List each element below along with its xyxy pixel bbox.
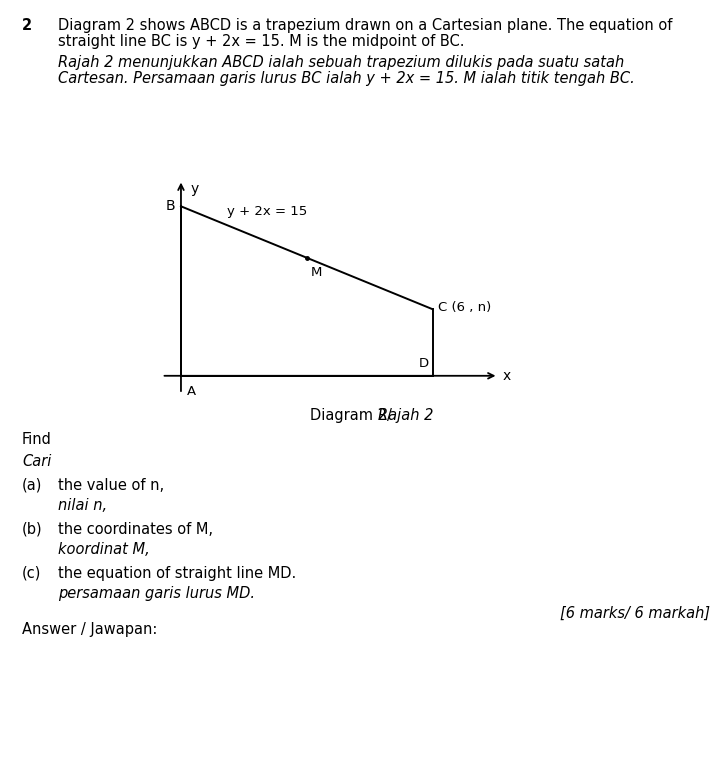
Text: persamaan garis lurus MD.: persamaan garis lurus MD. [58, 586, 255, 601]
Text: (a): (a) [22, 478, 42, 493]
Text: the coordinates of M,: the coordinates of M, [58, 522, 213, 537]
Text: koordinat M,: koordinat M, [58, 542, 150, 557]
Text: the value of n,: the value of n, [58, 478, 164, 493]
Text: D: D [419, 357, 429, 370]
Text: Find: Find [22, 432, 52, 447]
Text: Cari: Cari [22, 454, 52, 469]
Text: 2: 2 [22, 18, 32, 33]
Text: y: y [191, 182, 199, 196]
Text: y + 2x = 15: y + 2x = 15 [228, 206, 308, 219]
Text: M: M [311, 266, 322, 280]
Text: (b): (b) [22, 522, 42, 537]
Text: Diagram 2 shows ABCD is a trapezium drawn on a Cartesian plane. The equation of: Diagram 2 shows ABCD is a trapezium draw… [58, 18, 672, 33]
Text: nilai n,: nilai n, [58, 498, 107, 513]
Text: C (6 , n): C (6 , n) [439, 302, 492, 314]
Text: [6 marks/ 6 markah]: [6 marks/ 6 markah] [560, 606, 710, 621]
Text: straight line BC is y + 2x = 15. M is the midpoint of BC.: straight line BC is y + 2x = 15. M is th… [58, 34, 465, 49]
Text: the equation of straight line MD.: the equation of straight line MD. [58, 566, 297, 581]
Text: A: A [187, 386, 196, 398]
Text: Cartesan. Persamaan garis lurus BC ialah y + 2x = 15. M ialah titik tengah BC.: Cartesan. Persamaan garis lurus BC ialah… [58, 71, 635, 86]
Text: Rajah 2 menunjukkan ABCD ialah sebuah trapezium dilukis pada suatu satah: Rajah 2 menunjukkan ABCD ialah sebuah tr… [58, 55, 624, 70]
Text: Rajah 2: Rajah 2 [378, 408, 434, 423]
Text: x: x [503, 369, 510, 383]
Text: Diagram 2/: Diagram 2/ [310, 408, 392, 423]
Text: B: B [166, 199, 175, 213]
Text: Answer / Jawapan:: Answer / Jawapan: [22, 622, 157, 637]
Text: (c): (c) [22, 566, 42, 581]
